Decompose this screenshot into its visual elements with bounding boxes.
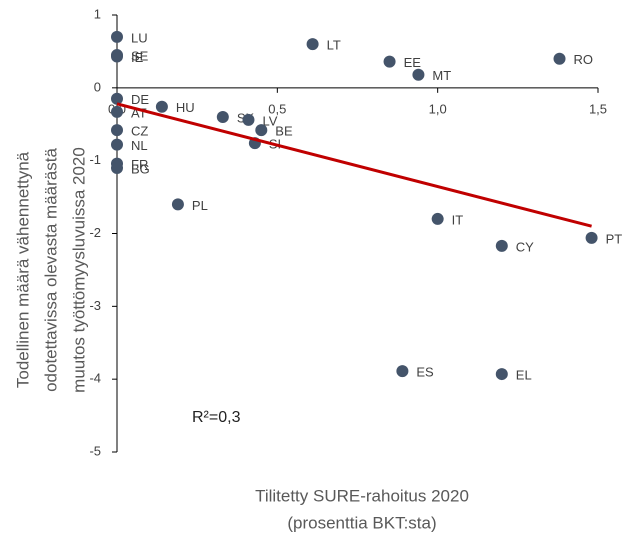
point-label: PL [192,198,208,213]
point [495,239,508,252]
point-label: IE [131,50,144,65]
point [412,68,425,81]
point-label: EL [516,368,532,383]
point [396,365,409,378]
x-axis-title: (prosenttia BKT:sta) [287,513,436,532]
point [111,105,123,118]
point [111,161,123,174]
y-tick-label: -5 [89,443,101,458]
point [111,92,123,105]
point [306,38,319,51]
x-tick-label: 1,5 [589,101,607,116]
y-tick-label: -2 [89,225,101,240]
y-axis-title: muutos työttömyysluvuissa 2020 [69,147,88,393]
point-label: LT [327,38,341,53]
point-label: BG [131,161,150,176]
point [155,100,168,113]
point [553,52,566,65]
point [111,138,123,151]
point [585,231,598,244]
point [255,124,268,137]
point-label: NL [131,138,148,153]
point [383,55,396,68]
point-label: MT [432,68,451,83]
point-label: FR [131,157,148,172]
trend-line [116,102,592,228]
y-tick-label: -3 [89,298,101,313]
point-label: DE [131,92,149,107]
y-tick-label: -4 [89,371,101,386]
y-tick-label: 1 [94,6,101,21]
point-label: CZ [131,124,148,139]
point-label: EE [404,55,422,70]
point [431,212,444,225]
point [242,113,255,126]
point [111,124,123,137]
y-tick-label: 0 [94,79,101,94]
point-label: LV [262,113,277,128]
point-label: PT [606,231,623,246]
point [171,198,184,211]
point [111,30,123,43]
point-label: RO [574,52,594,67]
y-axis-title: Todellinen määrä vähennettynä [13,151,32,388]
annotation: R²=0,3 [192,409,241,426]
point-label: HU [176,100,195,115]
x-tick-label: 1,0 [429,101,447,116]
point [216,110,229,123]
y-tick-label: -1 [89,152,101,167]
x-axis-title: Tilitetty SURE-rahoitus 2020 [255,486,469,505]
point [495,368,508,381]
point-label: CY [516,239,534,254]
y-axis-title: odotettavissa olevasta määrästä [41,148,60,392]
point-label: SE [131,48,149,63]
point-label: LU [131,30,148,45]
x-tick-label: 0,5 [268,101,286,116]
point-label: IT [452,212,464,227]
point-label: BE [275,124,293,139]
point [111,50,123,63]
point-label: ES [416,365,434,380]
